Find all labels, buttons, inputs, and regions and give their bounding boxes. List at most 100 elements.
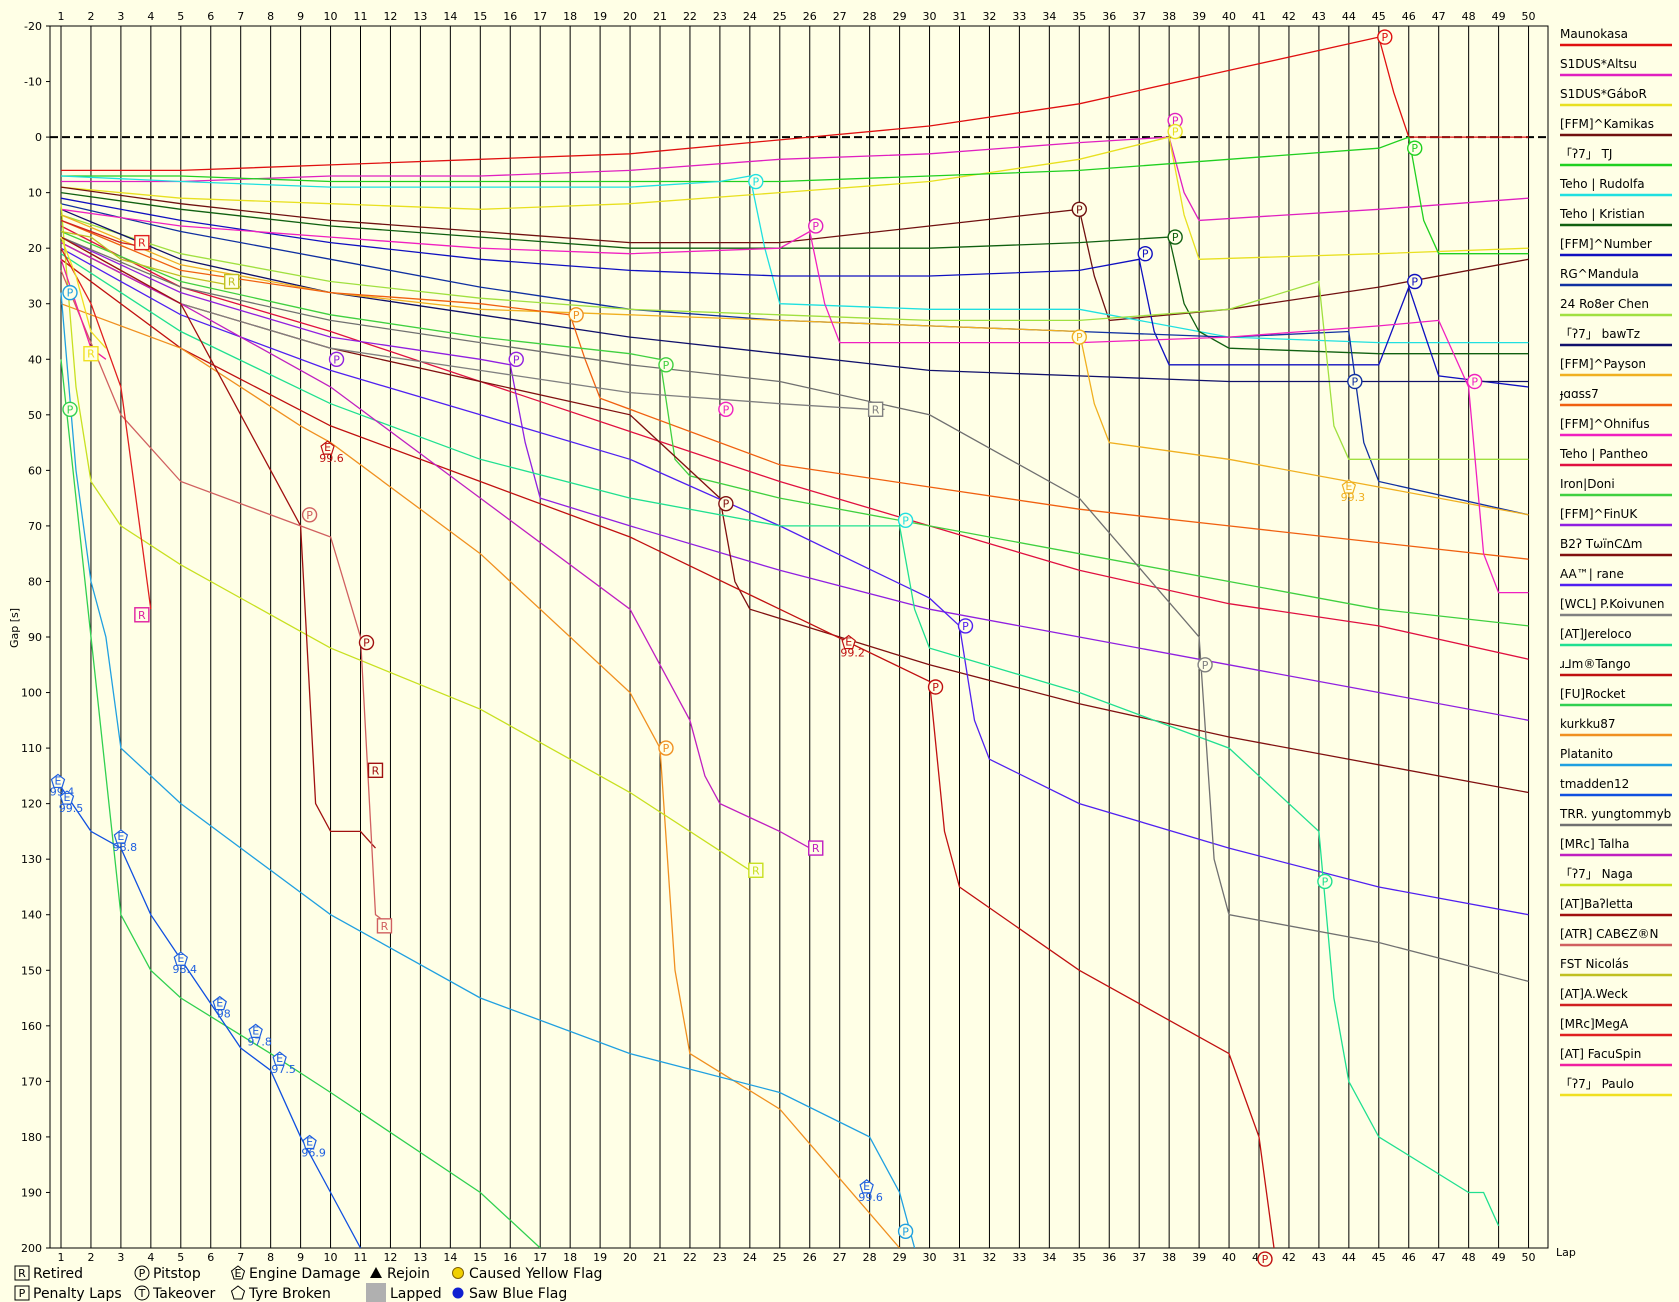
x-tick-label-bottom: 43 [1312, 1251, 1326, 1264]
key-label: Engine Damage [249, 1266, 361, 1282]
x-tick-label-bottom: 50 [1522, 1251, 1536, 1264]
engine-damage-value: 98.8 [113, 841, 138, 854]
retired-marker [808, 840, 824, 856]
series-line [60, 303, 901, 1248]
x-axis-label: Lap [1556, 1246, 1576, 1259]
pitstop-marker [1466, 373, 1483, 390]
series-line [60, 359, 541, 1248]
series-line [60, 175, 1529, 344]
x-tick-label-bottom: 28 [863, 1251, 877, 1264]
x-tick-label-top: 33 [1012, 10, 1026, 23]
x-tick-label-bottom: 49 [1492, 1251, 1506, 1264]
retired-marker [867, 401, 884, 417]
x-tick-label-bottom: 35 [1072, 1251, 1086, 1264]
retired-marker [83, 346, 99, 362]
legend-entry-name: 「ʔ7」 TJ [1560, 147, 1612, 161]
x-tick-label-top: 42 [1282, 10, 1296, 23]
pitstop-marker-label: P [962, 620, 969, 633]
legend-entry-name: 「ʔ7」 Paulo [1560, 1077, 1634, 1091]
engine-damage-marker [212, 995, 227, 1011]
x-tick-label-top: 38 [1162, 10, 1176, 23]
key-circle-symbol [134, 1285, 150, 1301]
series-line [60, 242, 811, 849]
key-label: Saw Blue Flag [469, 1286, 567, 1302]
key-label: Tyre Broken [248, 1286, 331, 1302]
key-symbol-letter: T [138, 1287, 146, 1300]
pitstop-marker [1407, 273, 1423, 290]
x-tick-label-top: 27 [833, 10, 847, 23]
legend-entry-name: [FFM]^Kamikas [1560, 117, 1654, 131]
engine-damage-marker [248, 1023, 263, 1038]
key-label: Retired [33, 1266, 83, 1282]
y-tick-label: 160 [21, 1020, 42, 1033]
engine-damage-value: 99.6 [858, 1191, 883, 1204]
pitstop-marker-label: P [812, 220, 819, 233]
x-tick-label-top: 16 [503, 10, 517, 23]
engine-damage-marker [841, 634, 856, 650]
legend-entry-name: [AT]A.Weck [1560, 987, 1628, 1001]
x-tick-label-bottom: 11 [354, 1251, 368, 1264]
pitstop-marker [1317, 873, 1333, 890]
pitstop-marker [358, 634, 375, 651]
x-tick-label-bottom: 42 [1282, 1251, 1296, 1264]
series-line [60, 247, 1529, 916]
x-tick-label-bottom: 13 [413, 1251, 427, 1264]
x-tick-label-top: 3 [117, 10, 124, 23]
legend-entry-name: [FFM]^Number [1560, 237, 1652, 251]
pitstop-marker [1071, 201, 1088, 218]
legend-entry-name: [MRc]MegA [1560, 1017, 1629, 1031]
pitstop-marker [927, 679, 944, 695]
pitstop-marker [957, 618, 974, 634]
x-tick-label-top: 49 [1492, 10, 1506, 23]
engine-damage-marker-letter: E [276, 1052, 283, 1065]
key-label: Penalty Laps [33, 1286, 122, 1302]
pitstop-marker-label: P [1076, 331, 1083, 344]
legend-entry-name: 「ʔ7」 Naga [1560, 867, 1633, 881]
pitstop-marker-label: P [753, 176, 760, 189]
legend-entry-name: ɹ⅃m®Tango [1560, 657, 1631, 671]
engine-damage-marker [320, 440, 335, 455]
engine-damage-marker [859, 1179, 874, 1194]
pitstop-marker-label: P [573, 309, 580, 322]
x-tick-label-bottom: 46 [1402, 1251, 1416, 1264]
pitstop-marker-label: P [67, 287, 74, 300]
x-tick-label-bottom: 16 [503, 1251, 517, 1264]
pitstop-marker-label: P [67, 403, 74, 416]
x-tick-label-bottom: 18 [563, 1251, 577, 1264]
legend-entry-name: S1DUS*GáboR [1560, 87, 1647, 101]
x-tick-label-bottom: 30 [923, 1251, 937, 1264]
x-tick-label-top: 35 [1072, 10, 1086, 23]
pitstop-marker [1167, 123, 1183, 140]
y-tick-label: 90 [28, 631, 42, 644]
series-line [61, 136, 1529, 222]
pitstop-marker [328, 351, 345, 367]
x-tick-label-top: 14 [443, 10, 457, 23]
x-tick-label-top: 13 [413, 10, 427, 23]
engine-damage-marker [1341, 479, 1357, 494]
key-label: Lapped [390, 1286, 442, 1302]
key-box-symbol [14, 1265, 30, 1281]
x-tick-label-bottom: 17 [533, 1251, 547, 1264]
pitstop-marker [1197, 657, 1213, 673]
retired-marker-label: R [228, 276, 236, 289]
y-tick-label: 110 [21, 742, 42, 755]
engine-damage-value: 97.8 [247, 1035, 272, 1048]
retired-marker-label: R [87, 348, 95, 361]
y-tick-label: 150 [21, 964, 42, 977]
x-tick-label-bottom: 3 [117, 1251, 124, 1264]
retired-marker [748, 862, 764, 878]
legend-entry-name: AA™| rane [1560, 567, 1624, 581]
engine-damage-marker [302, 1134, 317, 1150]
pitstop-marker [1257, 1251, 1273, 1267]
x-tick-label-bottom: 6 [207, 1251, 214, 1264]
legend-entry-name: FST Nicolás [1560, 957, 1629, 971]
x-tick-label-bottom: 20 [623, 1251, 637, 1264]
engine-damage-value: 98 [217, 1008, 231, 1021]
x-tick-label-top: 41 [1252, 10, 1266, 23]
legend-entry-name: [WCL] P.Koivunen [1560, 597, 1665, 611]
series-line [61, 36, 1529, 172]
x-tick-label-top: 1 [58, 10, 65, 23]
pitstop-marker-label: P [1411, 142, 1418, 155]
x-tick-label-top: 10 [324, 10, 338, 23]
x-tick-label-bottom: 10 [324, 1251, 338, 1264]
